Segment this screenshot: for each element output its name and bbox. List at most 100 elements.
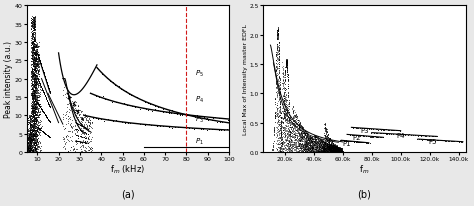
Point xyxy=(305,137,312,140)
Point xyxy=(28,43,36,46)
Point xyxy=(284,143,292,146)
Point xyxy=(297,147,305,150)
Point xyxy=(25,148,32,151)
Point xyxy=(303,142,310,145)
Point xyxy=(303,150,311,153)
Point xyxy=(313,135,320,138)
Point xyxy=(30,141,37,144)
Text: $P_5$: $P_5$ xyxy=(195,69,204,79)
Point xyxy=(27,122,34,125)
Point xyxy=(304,150,312,153)
Point xyxy=(332,145,339,149)
Point xyxy=(301,137,309,141)
Point xyxy=(296,140,303,143)
Point xyxy=(24,139,31,143)
Point xyxy=(295,145,303,148)
Point xyxy=(333,150,341,153)
Point xyxy=(80,131,87,134)
Point xyxy=(287,135,294,138)
Point xyxy=(25,122,33,125)
Point xyxy=(280,133,287,136)
Point xyxy=(303,141,310,144)
Point xyxy=(40,112,48,115)
Point xyxy=(29,87,36,90)
Point xyxy=(310,143,318,147)
Point xyxy=(299,132,307,135)
Point xyxy=(298,146,305,150)
Point xyxy=(448,140,456,143)
Point xyxy=(273,38,281,42)
Point xyxy=(290,138,298,142)
Point xyxy=(30,82,38,85)
Point xyxy=(320,140,328,143)
Point xyxy=(74,110,82,113)
Point xyxy=(286,145,293,148)
Point xyxy=(298,143,306,146)
Point xyxy=(34,78,42,82)
Point xyxy=(298,124,305,128)
Point xyxy=(115,101,122,104)
Point xyxy=(289,150,296,154)
Point xyxy=(326,147,334,151)
Point xyxy=(275,69,283,73)
Point xyxy=(28,77,36,81)
Point xyxy=(29,113,36,116)
Point xyxy=(39,151,46,154)
Point xyxy=(271,115,279,118)
Point xyxy=(327,146,334,149)
Point xyxy=(31,60,39,63)
Point xyxy=(274,29,282,32)
Point xyxy=(38,87,46,90)
Point xyxy=(280,117,287,120)
Point xyxy=(285,147,293,150)
Point xyxy=(24,148,31,151)
Point xyxy=(283,60,291,64)
Point xyxy=(88,149,95,152)
Point xyxy=(283,132,291,136)
Point xyxy=(28,139,36,143)
Point xyxy=(308,145,316,148)
Point xyxy=(26,141,34,144)
Point xyxy=(32,147,40,151)
Point xyxy=(30,119,37,122)
Point xyxy=(321,150,329,153)
Point xyxy=(31,135,38,138)
Point xyxy=(329,147,337,150)
Point xyxy=(274,120,282,123)
Point xyxy=(301,149,308,152)
Point xyxy=(297,132,304,135)
Point xyxy=(328,146,335,150)
Point xyxy=(273,131,280,135)
Point xyxy=(28,41,36,44)
Point xyxy=(27,22,35,25)
Point xyxy=(27,147,35,150)
Point xyxy=(32,75,39,78)
Point xyxy=(281,79,289,82)
Point xyxy=(310,146,317,149)
Point xyxy=(310,139,317,143)
Point xyxy=(30,120,38,123)
Point xyxy=(332,143,339,146)
Point xyxy=(308,137,315,140)
Point xyxy=(320,145,328,149)
Point xyxy=(41,94,48,97)
Point xyxy=(314,150,321,153)
Point xyxy=(342,139,349,143)
Point xyxy=(316,147,324,150)
Point xyxy=(32,108,39,111)
Point xyxy=(299,150,306,153)
Point xyxy=(324,148,331,151)
Point xyxy=(273,68,281,71)
Point xyxy=(31,23,39,27)
Point xyxy=(284,145,292,149)
Point xyxy=(306,147,313,150)
Point xyxy=(29,149,36,153)
Point xyxy=(29,119,37,123)
Point xyxy=(34,101,42,104)
Point xyxy=(78,132,86,135)
Point xyxy=(281,116,289,120)
Point xyxy=(324,142,331,145)
Point xyxy=(302,137,310,140)
Point xyxy=(320,148,328,151)
Point xyxy=(292,139,299,142)
